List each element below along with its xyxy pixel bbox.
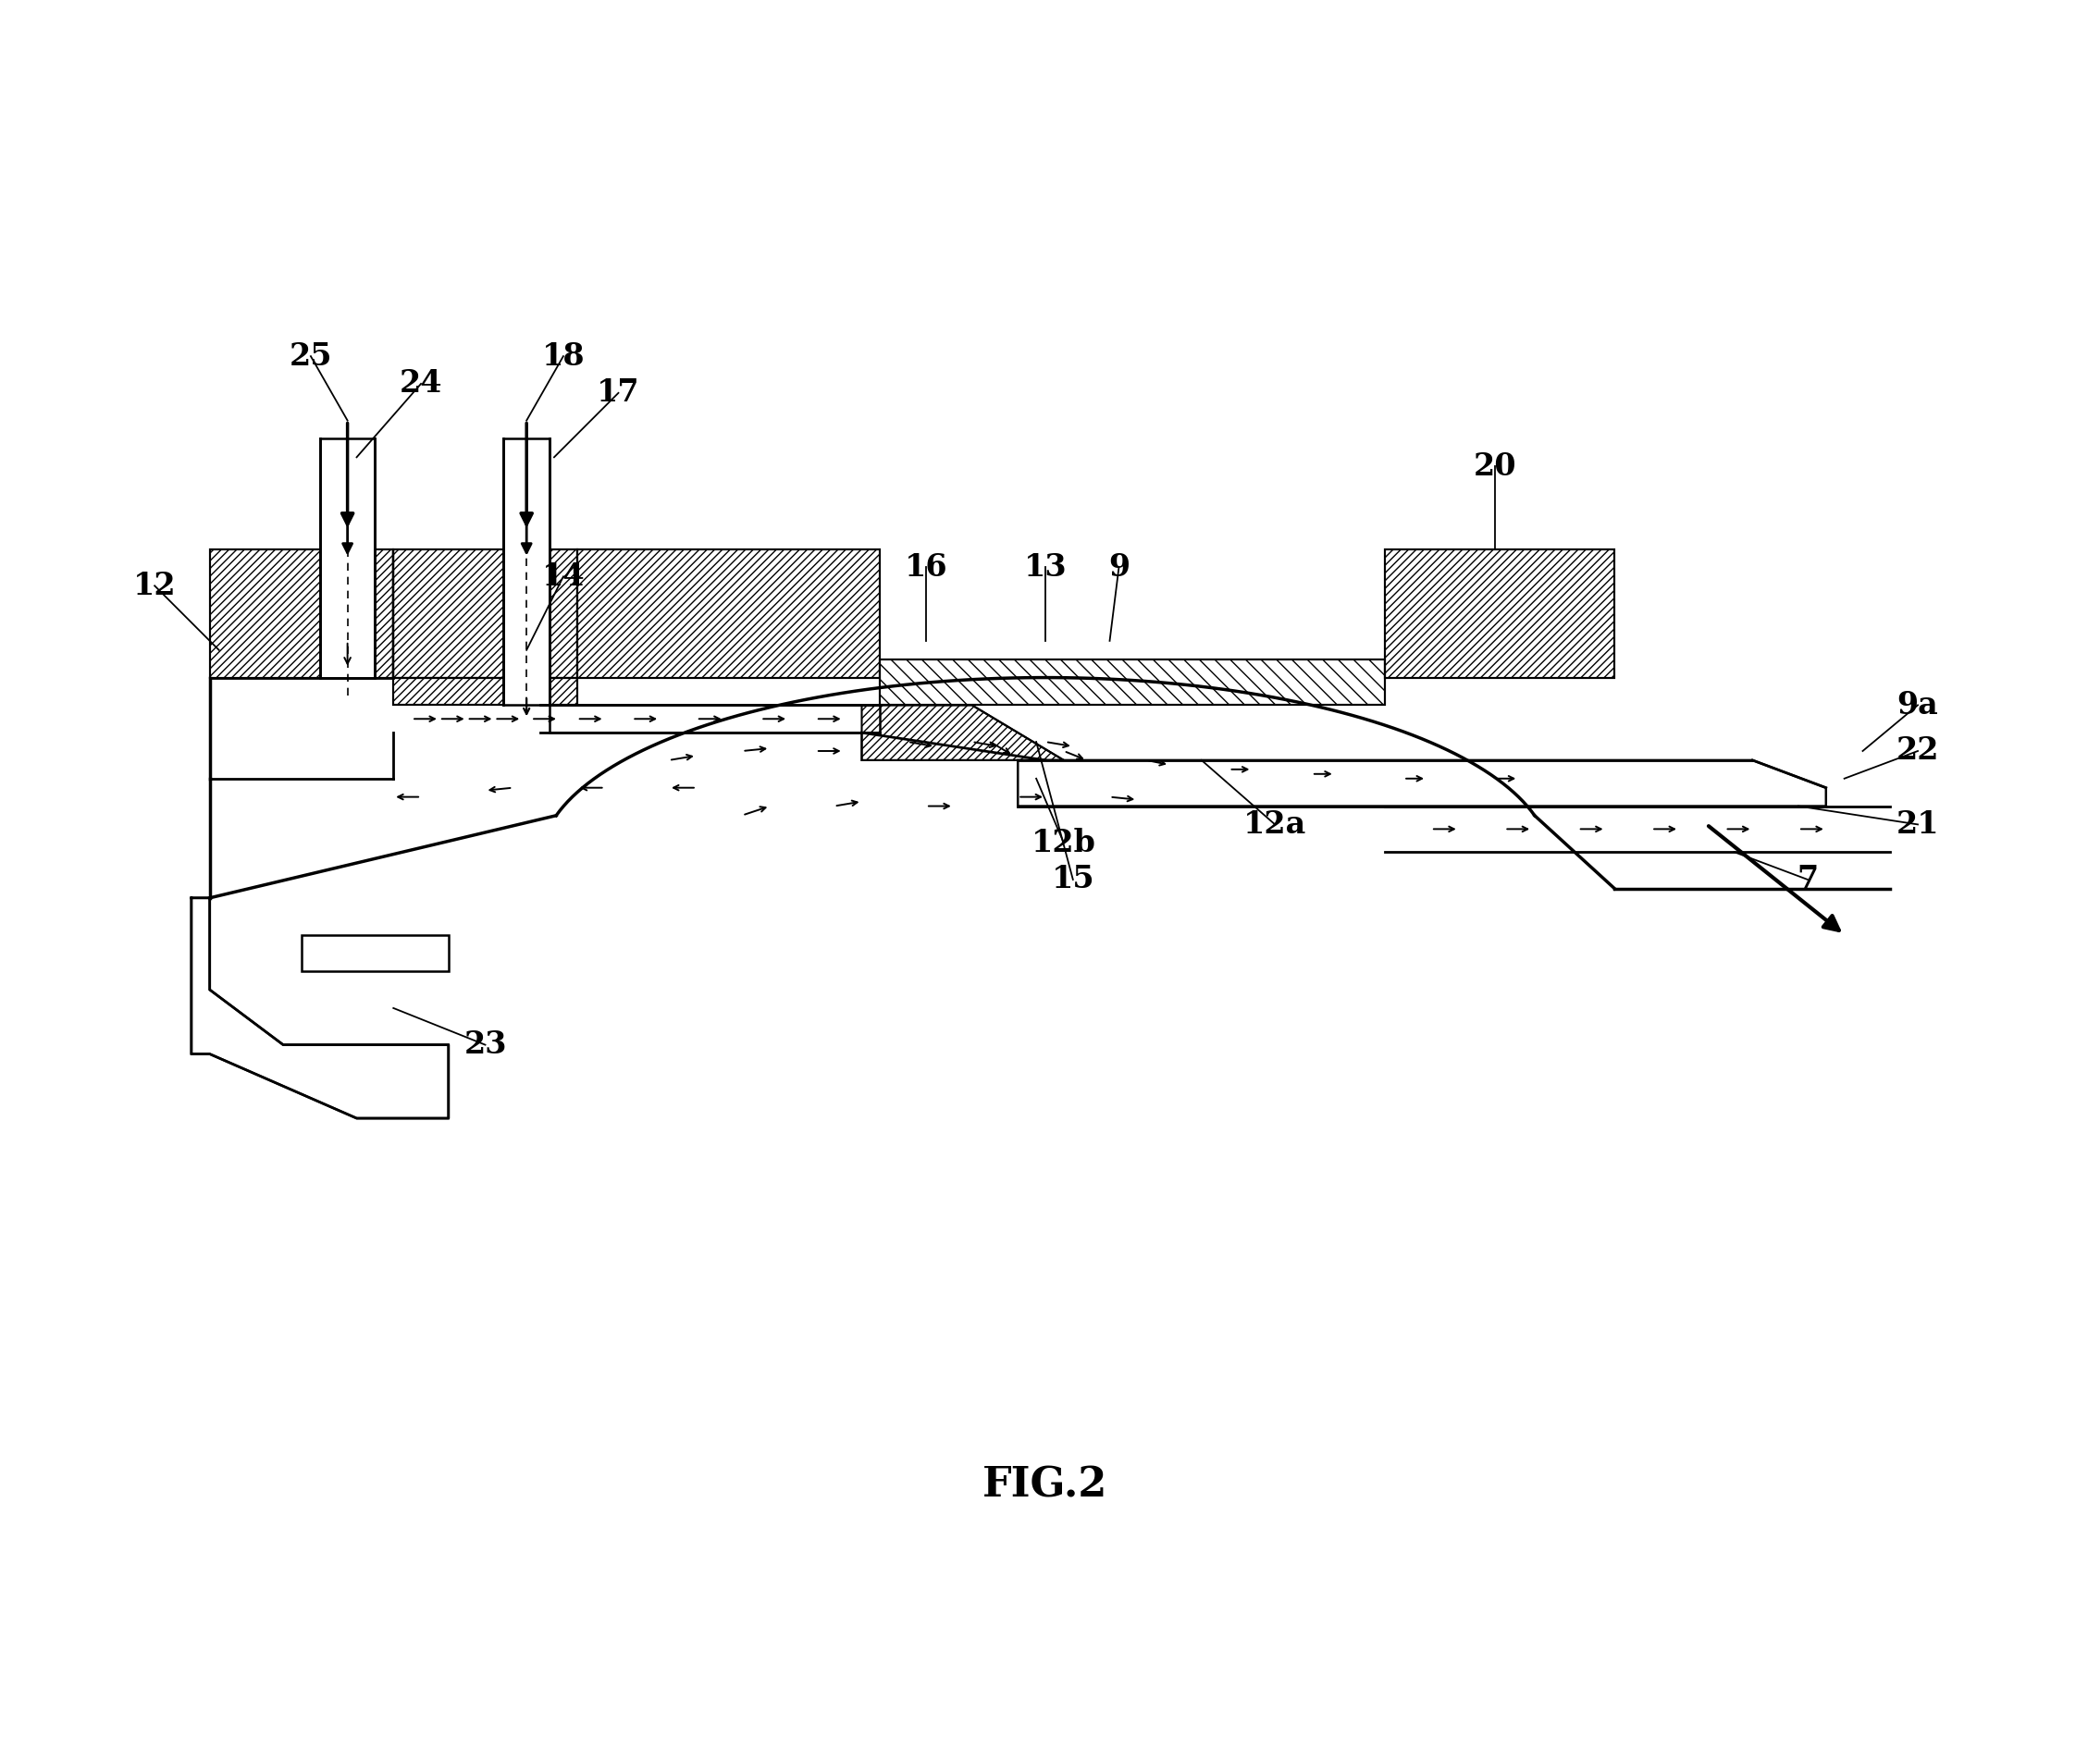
Polygon shape [1386, 549, 1615, 677]
Text: 12a: 12a [1243, 810, 1306, 840]
Text: 16: 16 [905, 553, 947, 582]
Polygon shape [210, 549, 393, 677]
Polygon shape [393, 549, 880, 705]
Polygon shape [319, 439, 376, 677]
Polygon shape [861, 705, 1065, 761]
Text: 23: 23 [464, 1030, 506, 1060]
Text: 22: 22 [1896, 736, 1938, 766]
Polygon shape [302, 934, 449, 971]
Polygon shape [1018, 761, 1827, 806]
Text: 21: 21 [1896, 810, 1940, 840]
Text: 12b: 12b [1031, 827, 1096, 859]
Polygon shape [550, 705, 880, 733]
Text: 12: 12 [132, 570, 176, 602]
Text: 9: 9 [1109, 553, 1130, 582]
Text: 14: 14 [542, 561, 586, 591]
Polygon shape [880, 659, 1386, 705]
Text: 20: 20 [1474, 451, 1516, 481]
Text: 25: 25 [290, 341, 332, 371]
Text: FIG.2: FIG.2 [983, 1466, 1109, 1506]
Polygon shape [504, 439, 550, 705]
Text: 18: 18 [542, 341, 586, 371]
Text: 9a: 9a [1896, 689, 1938, 721]
Text: 17: 17 [596, 378, 640, 408]
Polygon shape [191, 897, 449, 1118]
Text: 13: 13 [1025, 553, 1067, 582]
Text: 24: 24 [399, 369, 443, 399]
Text: 15: 15 [1052, 864, 1094, 895]
Text: 7: 7 [1798, 864, 1819, 895]
Polygon shape [393, 549, 578, 677]
